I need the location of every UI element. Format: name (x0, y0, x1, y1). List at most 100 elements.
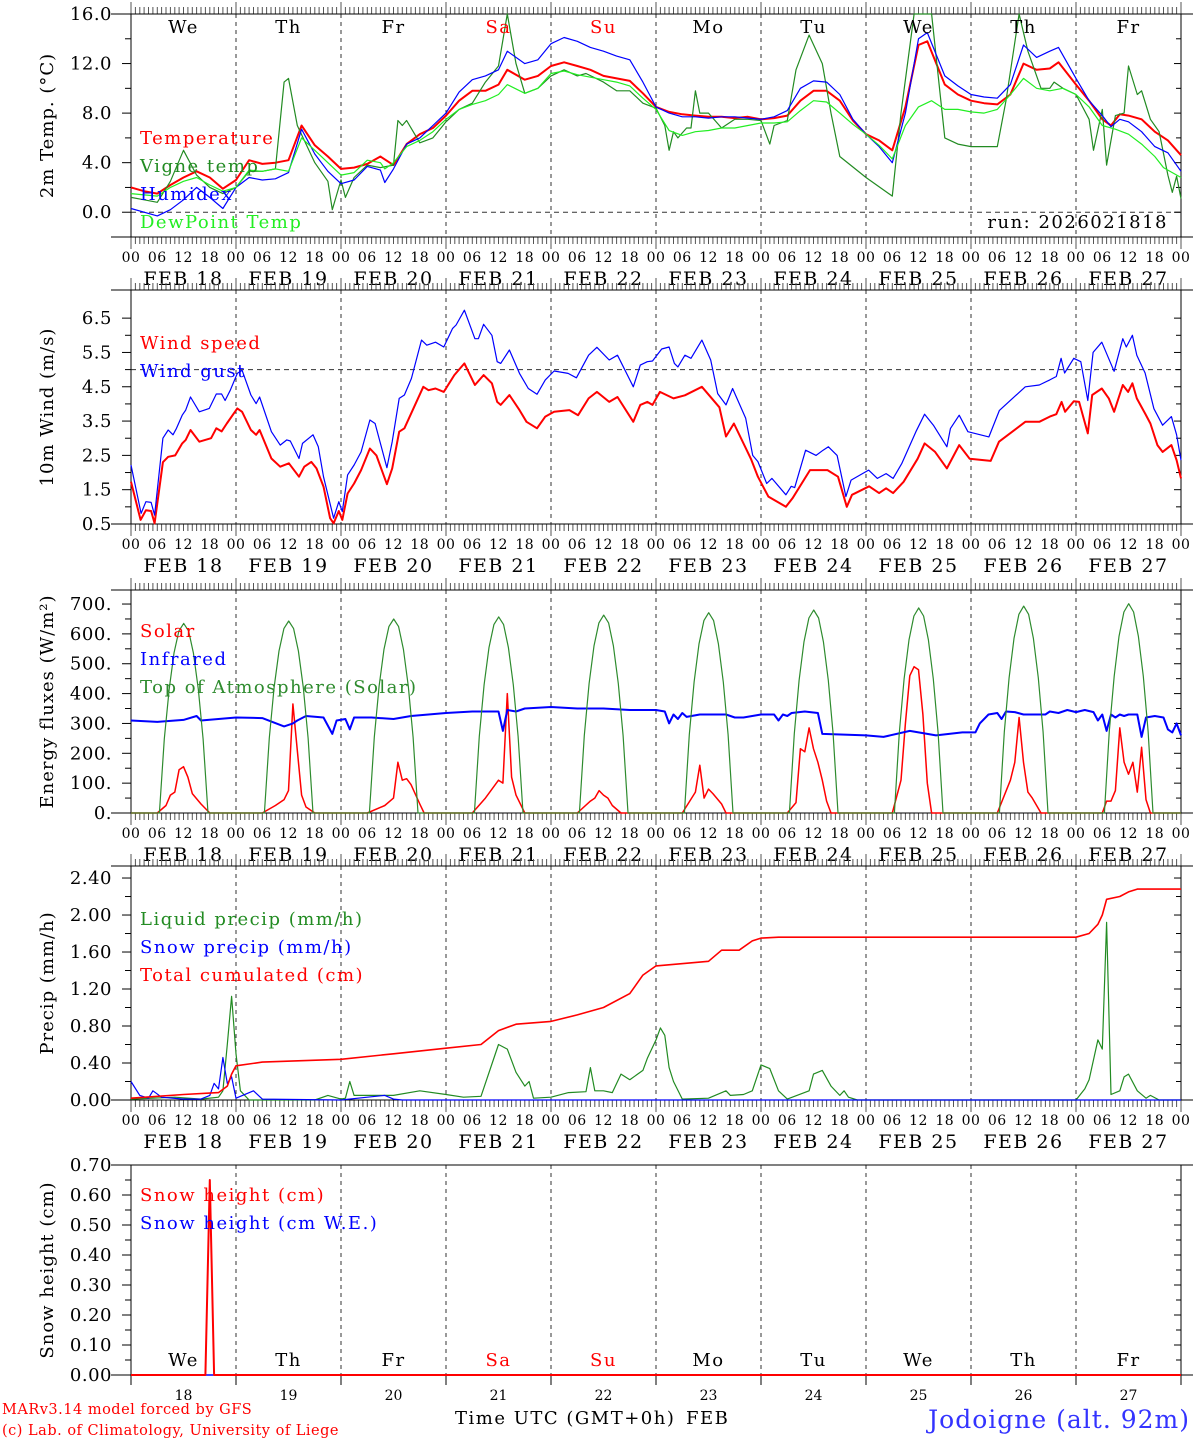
day-name-bottom: Sa (485, 1350, 511, 1371)
date-label: FEB 22 (563, 268, 643, 290)
hour-label: 00 (857, 826, 876, 842)
hour-label: 06 (883, 826, 902, 842)
hour-label: 18 (200, 1113, 219, 1129)
hour-label: 00 (752, 826, 771, 842)
y-tick-label: 1.60 (70, 942, 112, 963)
y-axis-title: Energy fluxes (W/m²) (37, 594, 58, 808)
hour-label: 18 (830, 1113, 849, 1129)
y-tick-label: 700. (70, 594, 112, 615)
hour-label: 00 (437, 1113, 456, 1129)
series-line-wind-gust (130, 309, 1182, 519)
x-hour-ticks (130, 278, 1182, 536)
hour-label: 18 (1040, 826, 1059, 842)
hour-label: 12 (909, 250, 928, 266)
day-number-label: 22 (595, 1388, 613, 1404)
hour-label: 00 (962, 826, 981, 842)
hour-label: 12 (174, 250, 193, 266)
hour-label: 06 (673, 537, 692, 553)
hour-label: 00 (962, 250, 981, 266)
date-label: FEB 20 (353, 268, 433, 290)
hour-label: 12 (489, 826, 508, 842)
date-label: FEB 24 (773, 268, 853, 290)
hour-label: 06 (568, 1113, 587, 1129)
day-number-label: 19 (280, 1388, 298, 1404)
date-label: FEB 26 (983, 1131, 1063, 1153)
hour-label: 18 (200, 537, 219, 553)
y-tick-label: 6.5 (82, 308, 112, 329)
series-line-total-cumulated-cm (130, 888, 1181, 1099)
hour-label: 06 (253, 826, 272, 842)
hour-label: 06 (358, 1113, 377, 1129)
hour-label: 18 (515, 826, 534, 842)
y-tick-label: 0.30 (70, 1275, 112, 1296)
y-tick-label: 0.80 (70, 1016, 112, 1037)
day-name-top: Fr (1116, 17, 1140, 38)
y-tick-label: 0.10 (70, 1335, 112, 1356)
date-label: FEB 25 (878, 268, 958, 290)
hour-label: 12 (699, 1113, 718, 1129)
hour-label: 12 (804, 826, 823, 842)
hour-label: 12 (594, 537, 613, 553)
date-label: FEB 23 (668, 844, 748, 866)
series-line-liquid-precip-mm-h (130, 921, 1181, 1101)
legend-entry: Top of Atmosphere (Solar) (140, 677, 418, 698)
hour-label: 06 (463, 1113, 482, 1129)
hour-label: 00 (752, 1113, 771, 1129)
hour-label: 18 (830, 537, 849, 553)
hour-label: 00 (227, 1113, 246, 1129)
series-line-snow-precip-mm-h (130, 1056, 1181, 1101)
hour-label: 06 (673, 1113, 692, 1129)
hour-label: 00 (227, 250, 246, 266)
hour-label: 00 (542, 250, 561, 266)
hour-label: 06 (778, 826, 797, 842)
y-tick-label: 0.0 (82, 202, 112, 223)
date-label: FEB 18 (143, 844, 223, 866)
hour-label: 12 (489, 537, 508, 553)
y-tick-label: 600. (70, 624, 112, 645)
date-label: FEB 24 (773, 555, 853, 577)
date-label: FEB 22 (563, 1131, 643, 1153)
series-line-humidex (130, 31, 1182, 217)
run-label: run: 2026021818 (987, 212, 1168, 233)
legend-entry: Solar (140, 621, 196, 642)
date-label: FEB 21 (458, 1131, 538, 1153)
hour-label: 18 (200, 826, 219, 842)
series-line-dewpoint-temp (130, 70, 1182, 197)
hour-label: 06 (253, 1113, 272, 1129)
x-axis-title: Time UTC (GMT+0h) (455, 1408, 675, 1429)
hour-label: 06 (673, 250, 692, 266)
day-name-top: Su (590, 17, 617, 38)
date-label: FEB 19 (248, 268, 328, 290)
y-tick-label: 0.50 (70, 1215, 112, 1236)
date-label: FEB 23 (668, 268, 748, 290)
hour-label: 18 (410, 826, 429, 842)
day-name-bottom: We (168, 1350, 199, 1371)
hour-label: 00 (857, 250, 876, 266)
hour-label: 12 (384, 826, 403, 842)
hour-label: 18 (830, 250, 849, 266)
date-label: FEB 26 (983, 555, 1063, 577)
legend-entry: Liquid precip (mm/h) (140, 909, 364, 930)
date-label: FEB 27 (1088, 555, 1168, 577)
legend-entry: Humidex (140, 184, 233, 205)
hour-label: 12 (384, 1113, 403, 1129)
hour-label: 12 (1014, 1113, 1033, 1129)
date-label: FEB 22 (563, 844, 643, 866)
y-axis-title: Snow height (cm) (37, 1181, 58, 1358)
hour-label: 12 (1014, 250, 1033, 266)
y-tick-label: 1.20 (70, 979, 112, 1000)
hour-label: 12 (1119, 537, 1138, 553)
day-name-bottom: Fr (1116, 1350, 1140, 1371)
legend-entry: Snow height (cm W.E.) (140, 1213, 378, 1234)
hour-label: 18 (1040, 1113, 1059, 1129)
hour-label: 12 (909, 1113, 928, 1129)
hour-label: 06 (568, 250, 587, 266)
hour-label: 12 (804, 1113, 823, 1129)
legend-entry: Snow height (cm) (140, 1185, 325, 1206)
date-label: FEB 23 (668, 555, 748, 577)
legend-entry: Total cumulated (cm) (140, 965, 364, 986)
hour-label: 12 (804, 250, 823, 266)
hour-label: 18 (935, 1113, 954, 1129)
day-name-top: Th (275, 17, 302, 38)
model-credit: MARv3.14 model forced by GFS (2, 1402, 252, 1418)
